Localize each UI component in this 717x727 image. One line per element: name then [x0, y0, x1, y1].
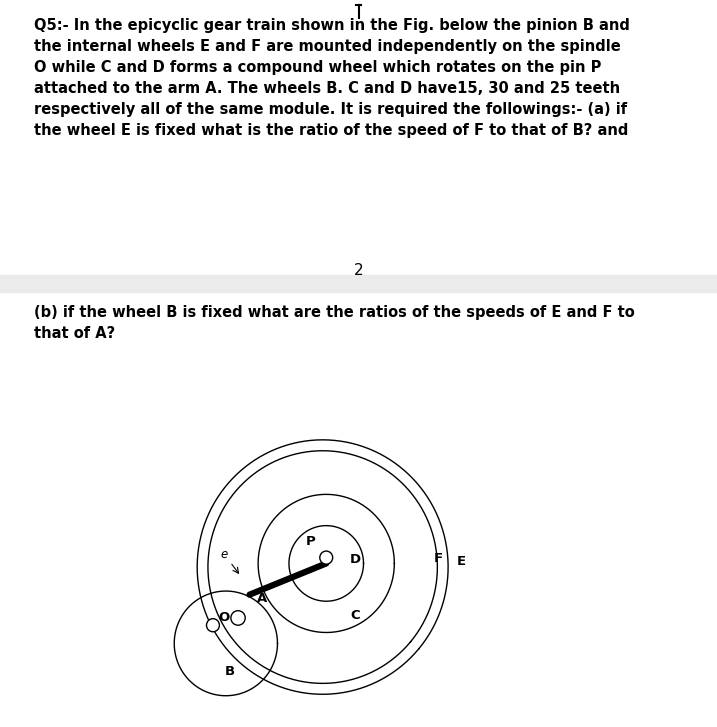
Text: e: e: [221, 548, 228, 561]
Text: P: P: [305, 535, 315, 548]
Circle shape: [320, 551, 333, 564]
Text: F: F: [435, 552, 443, 565]
Text: 2: 2: [353, 263, 364, 278]
Circle shape: [231, 611, 245, 625]
Text: C: C: [350, 609, 360, 622]
Text: D: D: [349, 553, 361, 566]
Text: A: A: [257, 592, 267, 605]
Text: E: E: [457, 555, 465, 568]
Text: B: B: [224, 664, 234, 678]
Text: O: O: [218, 611, 229, 624]
Text: (b) if the wheel B is fixed what are the ratios of the speeds of E and F to
that: (b) if the wheel B is fixed what are the…: [34, 305, 635, 342]
Bar: [0, 275, 717, 292]
Text: Q5:- In the epicyclic gear train shown in the Fig. below the pinion B and
the in: Q5:- In the epicyclic gear train shown i…: [34, 18, 630, 138]
Circle shape: [206, 619, 219, 632]
